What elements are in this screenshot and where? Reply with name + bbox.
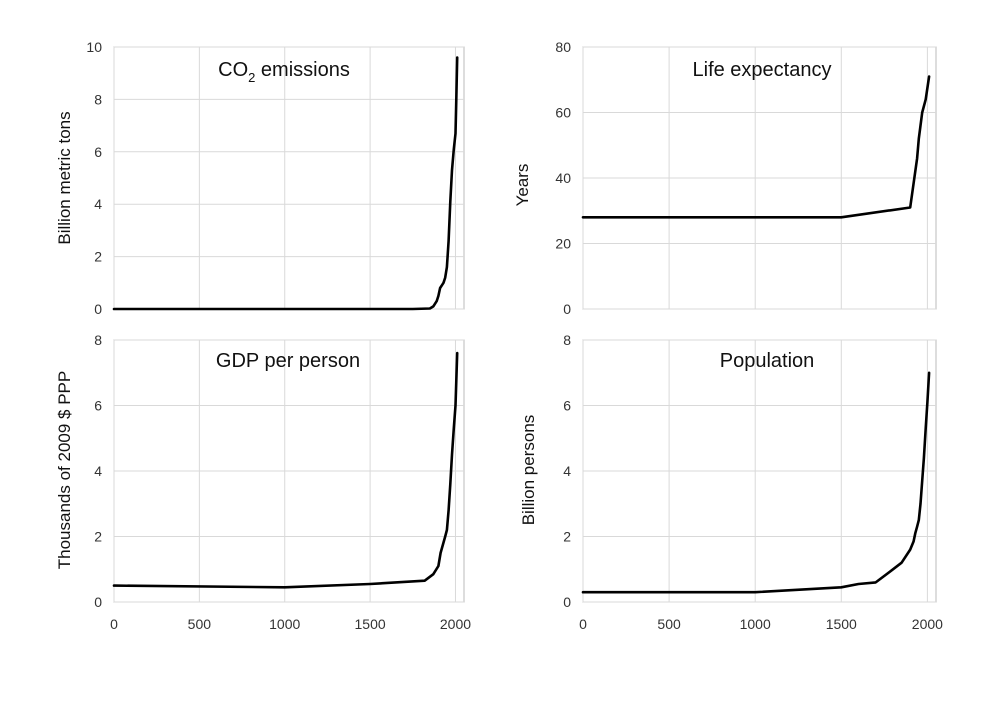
x-tick-label: 0 bbox=[110, 616, 118, 632]
y-axis-label: Thousands of 2009 $ PPP bbox=[55, 371, 74, 569]
y-tick-label: 20 bbox=[555, 236, 571, 252]
y-axis-label: Billion metric tons bbox=[55, 111, 74, 244]
plot-frame bbox=[113, 46, 465, 310]
y-tick-labels: 0 2 4 6 8 bbox=[94, 332, 102, 610]
chart-title: Life expectancy bbox=[693, 59, 832, 81]
y-tick-label: 2 bbox=[563, 529, 571, 545]
y-tick-label: 0 bbox=[94, 594, 102, 610]
y-tick-label: 6 bbox=[563, 398, 571, 414]
chart-title: Population bbox=[720, 350, 815, 372]
panel-gdp-per-person: 0 2 4 6 8 0 500 1000 1500 2000 GDP per person Th… bbox=[55, 332, 471, 632]
population-line bbox=[581, 371, 931, 594]
y-tick-label: 10 bbox=[86, 39, 102, 55]
y-tick-label: 6 bbox=[94, 398, 102, 414]
y-tick-label: 8 bbox=[94, 332, 102, 348]
y-tick-label: 8 bbox=[563, 332, 571, 348]
x-tick-label: 2000 bbox=[440, 616, 471, 632]
panel-population: 0 2 4 6 8 0 500 1000 1500 2000 Population Billio… bbox=[519, 332, 943, 632]
y-axis-label: Billion persons bbox=[519, 415, 538, 526]
y-tick-label: 4 bbox=[563, 463, 571, 479]
gdp-per-person-line bbox=[112, 351, 459, 589]
chart-title: CO2 emissions bbox=[218, 59, 350, 85]
y-tick-label: 8 bbox=[94, 91, 102, 107]
gridlines bbox=[113, 46, 464, 310]
y-tick-label: 80 bbox=[555, 39, 571, 55]
y-tick-labels: 0 2 4 6 8 bbox=[563, 332, 571, 610]
y-tick-label: 6 bbox=[94, 144, 102, 160]
x-tick-label: 1000 bbox=[269, 616, 300, 632]
gridlines bbox=[582, 46, 936, 310]
x-tick-labels: 0 500 1000 1500 2000 bbox=[110, 616, 471, 632]
panel-life-expectancy: 0 20 40 60 80 Life expectancy Years bbox=[513, 39, 937, 317]
x-tick-label: 1500 bbox=[355, 616, 386, 632]
y-tick-label: 0 bbox=[94, 301, 102, 317]
life-expectancy-line bbox=[581, 75, 931, 219]
chart-title: GDP per person bbox=[216, 350, 360, 372]
x-tick-label: 500 bbox=[657, 616, 681, 632]
y-tick-label: 4 bbox=[94, 463, 102, 479]
y-axis-label: Years bbox=[513, 164, 532, 207]
y-tick-label: 60 bbox=[555, 105, 571, 121]
y-tick-labels: 0 20 40 60 80 bbox=[555, 39, 571, 317]
y-tick-label: 0 bbox=[563, 594, 571, 610]
panel-co2-emissions: 0 2 4 6 8 10 CO2 emissions Billion metric ton… bbox=[55, 39, 465, 317]
gridlines bbox=[113, 339, 464, 603]
y-tick-label: 2 bbox=[94, 529, 102, 545]
x-tick-label: 2000 bbox=[912, 616, 943, 632]
y-tick-label: 40 bbox=[555, 170, 571, 186]
y-tick-label: 4 bbox=[94, 196, 102, 212]
gridlines bbox=[582, 339, 936, 603]
x-tick-label: 1000 bbox=[740, 616, 771, 632]
y-tick-label: 2 bbox=[94, 249, 102, 265]
co2-emissions-line bbox=[112, 56, 459, 311]
x-tick-label: 500 bbox=[188, 616, 212, 632]
y-tick-label: 0 bbox=[563, 301, 571, 317]
x-tick-label: 1500 bbox=[826, 616, 857, 632]
y-tick-labels: 0 2 4 6 8 10 bbox=[86, 39, 102, 317]
x-tick-label: 0 bbox=[579, 616, 587, 632]
x-tick-labels: 0 500 1000 1500 2000 bbox=[579, 616, 943, 632]
